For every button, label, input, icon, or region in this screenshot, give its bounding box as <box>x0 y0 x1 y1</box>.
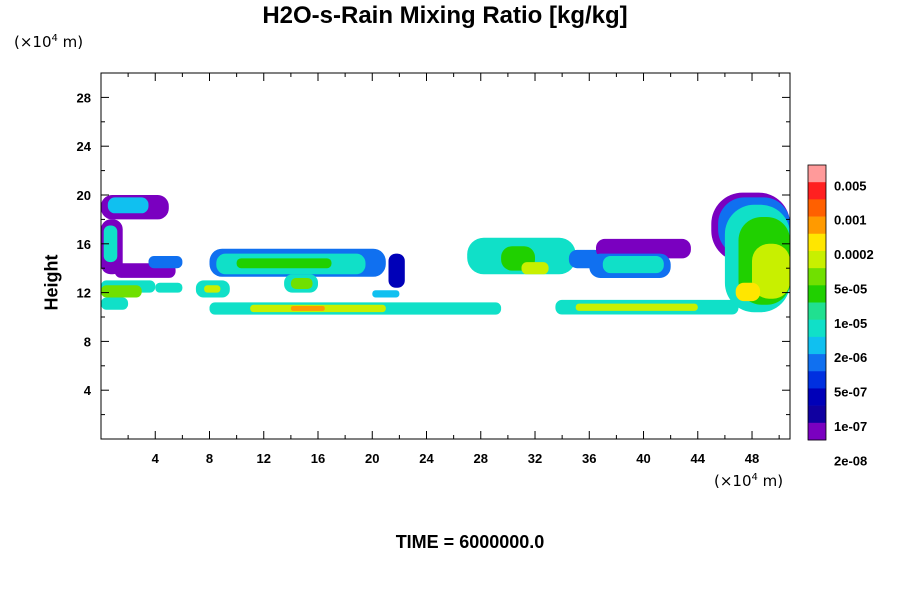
y-unit-prefix: (×10 <box>14 33 52 51</box>
plot-frame <box>100 72 791 440</box>
x-tick-label: 36 <box>582 451 596 466</box>
colorbar-swatch <box>808 371 826 389</box>
colorbar-swatch <box>808 388 826 406</box>
colorbar-label: 0.001 <box>834 213 867 228</box>
x-tick-label: 32 <box>528 451 542 466</box>
field-region-11 <box>204 285 221 293</box>
colorbar-swatch <box>808 165 826 183</box>
field-region-36 <box>735 282 761 302</box>
y-unit-suffix: m) <box>57 33 84 51</box>
colorbar-label: 2e-06 <box>834 350 867 365</box>
colorbar-label: 5e-07 <box>834 385 867 400</box>
y-axis: 4 8 12 16 20 24 28 <box>77 90 790 416</box>
colorbar-frame <box>807 164 827 441</box>
colorbar-swatch <box>808 336 826 355</box>
colorbar-label: 0.005 <box>834 178 867 193</box>
colorbar-label: 5e-05 <box>834 281 867 296</box>
field-region-1 <box>107 197 149 214</box>
colorbar-swatch <box>808 405 826 424</box>
colorbar-swatch <box>808 182 826 200</box>
colorbar-label: 0.0002 <box>834 247 874 262</box>
field-region-9 <box>148 256 183 269</box>
field-region-28 <box>602 256 664 274</box>
x-tick-label: 20 <box>365 451 379 466</box>
x-tick-label: 40 <box>636 451 650 466</box>
x-tick-label: 28 <box>474 451 488 466</box>
field-region-17 <box>388 253 405 288</box>
colorbar-legend: 0.005 0.001 0.0002 5e-05 1e-05 2e-06 5e-07 1e-0… <box>807 164 874 468</box>
colorbar-swatch <box>808 199 826 217</box>
colorbar-swatch <box>808 250 826 269</box>
x-axis-unit: (×104 m) <box>714 472 783 490</box>
field-region-24 <box>521 262 549 275</box>
y-tick-label: 24 <box>77 139 92 154</box>
x-tick-label: 12 <box>257 451 271 466</box>
field-region-14 <box>236 258 332 269</box>
field-region-16 <box>290 278 313 289</box>
field-region-21 <box>290 306 325 311</box>
x-tick-label: 8 <box>206 451 213 466</box>
y-unit-exponent: 4 <box>51 33 58 44</box>
field-region-30 <box>575 303 698 311</box>
x-unit-suffix: m) <box>757 472 784 490</box>
y-tick-label: 12 <box>77 286 91 301</box>
colorbar-swatch <box>808 302 826 320</box>
field-region-6 <box>101 285 142 298</box>
heatmap-field <box>101 192 790 315</box>
colorbar-label: 1e-05 <box>834 316 867 331</box>
field-region-3 <box>103 225 118 263</box>
colorbar-swatch <box>808 216 826 235</box>
colorbar-swatch <box>808 268 826 286</box>
colorbar-label: 2e-08 <box>834 453 867 468</box>
y-tick-label: 20 <box>77 188 91 203</box>
time-caption: TIME = 6000000.0 <box>395 532 545 552</box>
x-tick-label: 4 <box>152 451 160 466</box>
y-tick-label: 16 <box>77 237 91 252</box>
y-tick-label: 4 <box>84 383 92 398</box>
colorbar-swatch <box>808 422 826 441</box>
field-region-35 <box>752 243 790 299</box>
field-region-26 <box>596 238 691 259</box>
colorbar-swatch <box>808 233 826 252</box>
y-axis-unit: (×104 m) <box>14 33 83 51</box>
field-region-7 <box>155 282 183 293</box>
x-tick-label: 24 <box>419 451 434 466</box>
x-axis: 4 8 12 16 20 24 28 32 36 40 44 48 <box>127 73 780 466</box>
y-tick-label: 28 <box>77 90 91 105</box>
chart-title: H2O-s-Rain Mixing Ratio [kg/kg] <box>262 2 628 29</box>
x-unit-prefix: (×10 <box>714 472 752 490</box>
colorbar-swatch <box>808 354 826 372</box>
field-region-8 <box>101 297 129 310</box>
colorbar-swatch <box>808 319 826 338</box>
x-tick-label: 48 <box>745 451 759 466</box>
x-unit-exponent: 4 <box>751 472 758 483</box>
x-tick-label: 16 <box>311 451 325 466</box>
x-tick-label: 44 <box>691 451 706 466</box>
colorbar-swatch <box>808 285 826 303</box>
colorbar-label: 1e-07 <box>834 419 867 434</box>
y-tick-label: 8 <box>84 334 91 349</box>
field-region-18 <box>372 290 400 298</box>
